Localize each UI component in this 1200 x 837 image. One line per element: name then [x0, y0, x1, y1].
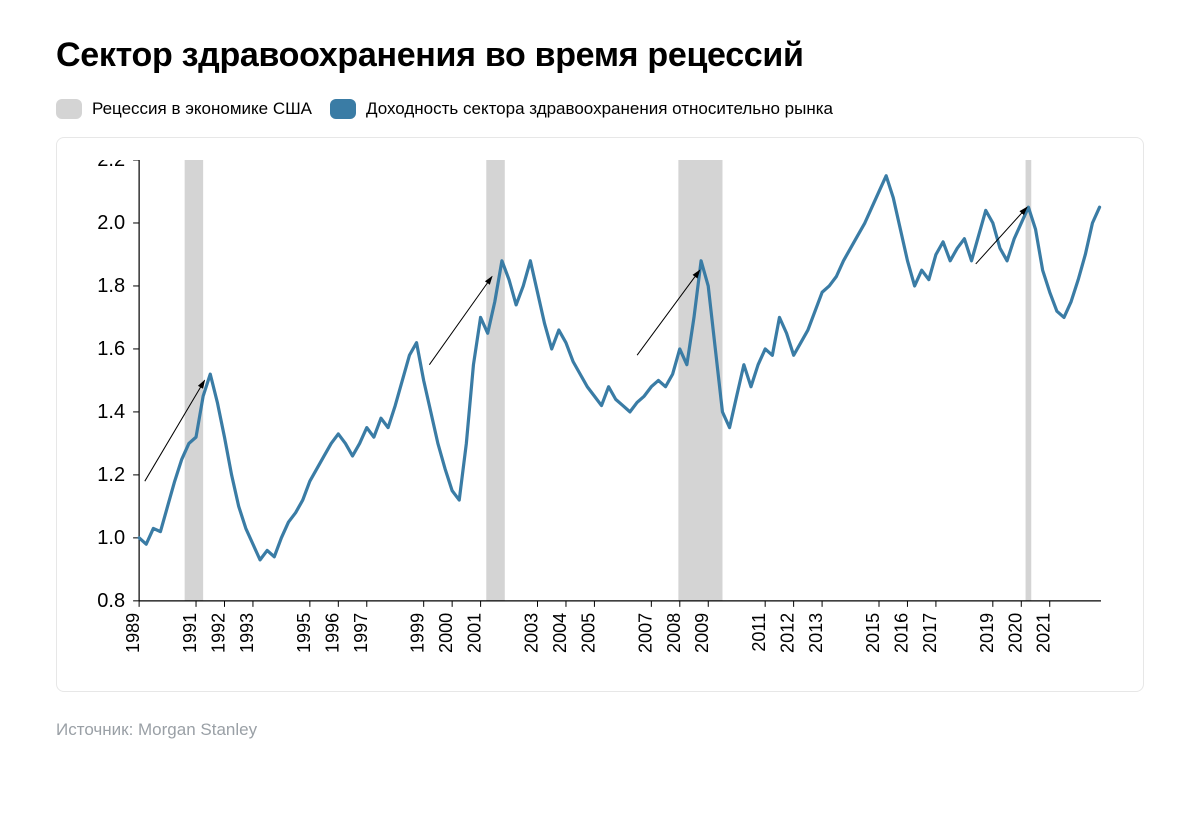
recession-band	[678, 160, 722, 601]
x-tick-label: 2009	[692, 613, 712, 653]
x-tick-label: 1997	[351, 613, 371, 653]
x-tick-label: 1991	[180, 613, 200, 653]
x-tick-label: 2001	[465, 613, 485, 653]
y-tick-label: 1.0	[97, 527, 125, 549]
x-tick-label: 2005	[578, 613, 598, 653]
source-text: Источник: Morgan Stanley	[56, 720, 1144, 740]
x-tick-label: 2020	[1005, 613, 1025, 653]
x-tick-label: 2011	[749, 613, 769, 652]
y-tick-label: 2.2	[97, 160, 125, 171]
x-tick-label: 2003	[522, 613, 542, 653]
recession-band	[185, 160, 203, 601]
x-tick-label: 2013	[806, 613, 826, 653]
x-tick-label: 1992	[208, 613, 228, 653]
series-line	[139, 176, 1099, 560]
x-tick-label: 1993	[237, 613, 257, 653]
swatch-recession	[56, 99, 82, 119]
x-tick-label: 2007	[635, 613, 655, 653]
legend: Рецессия в экономике США Доходность сект…	[56, 99, 1144, 119]
chart-svg: 0.8 1.0 1.2 1.4 1.6 1.8 2.0 2.2 1989 1991 1992 1993…	[79, 160, 1121, 681]
x-tick-label: 2019	[977, 613, 997, 653]
x-tick-label: 1995	[294, 613, 314, 653]
y-tick-label: 0.8	[97, 590, 125, 612]
chart-card: 0.8 1.0 1.2 1.4 1.6 1.8 2.0 2.2 1989 1991 1992 1993…	[56, 137, 1144, 692]
y-tick-label: 1.6	[97, 338, 125, 360]
legend-label-recession: Рецессия в экономике США	[92, 99, 312, 119]
x-tick-label: 2004	[550, 613, 570, 653]
legend-item-recession: Рецессия в экономике США	[56, 99, 312, 119]
x-tick-label: 2017	[920, 613, 940, 653]
y-tick-label: 1.2	[97, 464, 125, 486]
x-tick-label: 2016	[891, 613, 911, 653]
x-tick-label: 2008	[664, 613, 684, 653]
x-tick-label: 2000	[436, 613, 456, 653]
x-tick-label: 2021	[1034, 613, 1054, 653]
y-tick-label: 2.0	[97, 212, 125, 234]
legend-item-line: Доходность сектора здравоохранения относ…	[330, 99, 833, 119]
x-tick-label: 2012	[778, 613, 798, 653]
recession-band	[1026, 160, 1032, 601]
y-tick-label: 1.4	[97, 401, 125, 423]
page-title: Сектор здравоохранения во время рецессий	[56, 36, 1144, 75]
x-tick-label: 1989	[123, 613, 143, 653]
legend-label-line: Доходность сектора здравоохранения относ…	[366, 99, 833, 119]
page-root: Сектор здравоохранения во время рецессий…	[0, 0, 1200, 837]
x-tick-label: 1996	[322, 613, 342, 653]
y-tick-label: 1.8	[97, 275, 125, 297]
swatch-line	[330, 99, 356, 119]
x-tick-label: 2015	[863, 613, 883, 653]
recession-band	[486, 160, 504, 601]
x-tick-label: 1999	[408, 613, 428, 653]
